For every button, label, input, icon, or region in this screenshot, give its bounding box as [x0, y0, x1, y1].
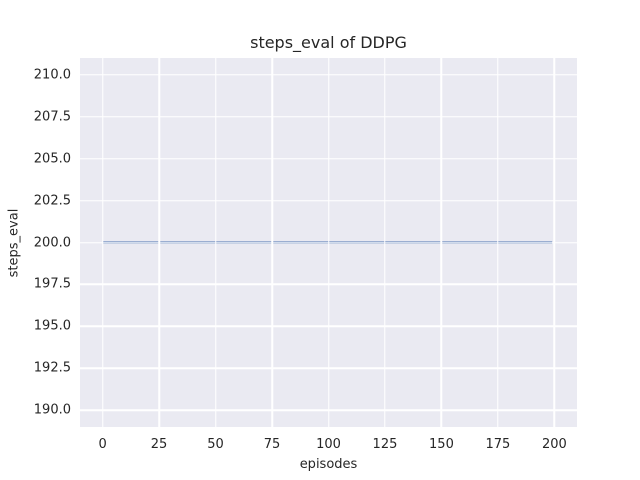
y-tick-label: 197.5 [33, 276, 71, 292]
x-tick-label: 25 [150, 437, 168, 452]
x-tick-label: 125 [372, 437, 398, 452]
chart-title: steps_eval of DDPG [250, 33, 407, 52]
y-tick-label: 200.0 [33, 235, 71, 250]
y-tick-label: 195.0 [33, 318, 71, 334]
y-tick-label: 202.5 [33, 193, 71, 209]
gridline-horizontal [80, 241, 577, 244]
gridline-horizontal [80, 325, 577, 328]
gridline-horizontal [80, 367, 577, 370]
gridline-horizontal [80, 283, 577, 286]
x-tick-label: 150 [429, 437, 454, 452]
y-tick-label: 205.0 [33, 151, 71, 167]
gridline-horizontal [80, 409, 577, 411]
x-tick-label: 75 [263, 437, 281, 452]
plot-area [80, 58, 577, 427]
x-tick-label: 50 [207, 437, 224, 452]
x-tick-label: 200 [541, 437, 567, 452]
gridline-horizontal [80, 199, 577, 202]
x-axis-label: episodes [299, 457, 358, 472]
gridline-horizontal [80, 157, 577, 160]
gridline-horizontal [80, 115, 577, 118]
y-tick-label: 190.0 [33, 402, 71, 418]
y-tick-label: 207.5 [33, 109, 71, 125]
x-tick-label: 175 [485, 437, 511, 452]
x-tick-label: 100 [316, 437, 341, 452]
y-tick-label: 210.0 [33, 67, 71, 83]
gridline-horizontal [80, 74, 577, 76]
y-tick-label: 192.5 [33, 360, 71, 376]
x-tick-label: 0 [98, 437, 107, 452]
